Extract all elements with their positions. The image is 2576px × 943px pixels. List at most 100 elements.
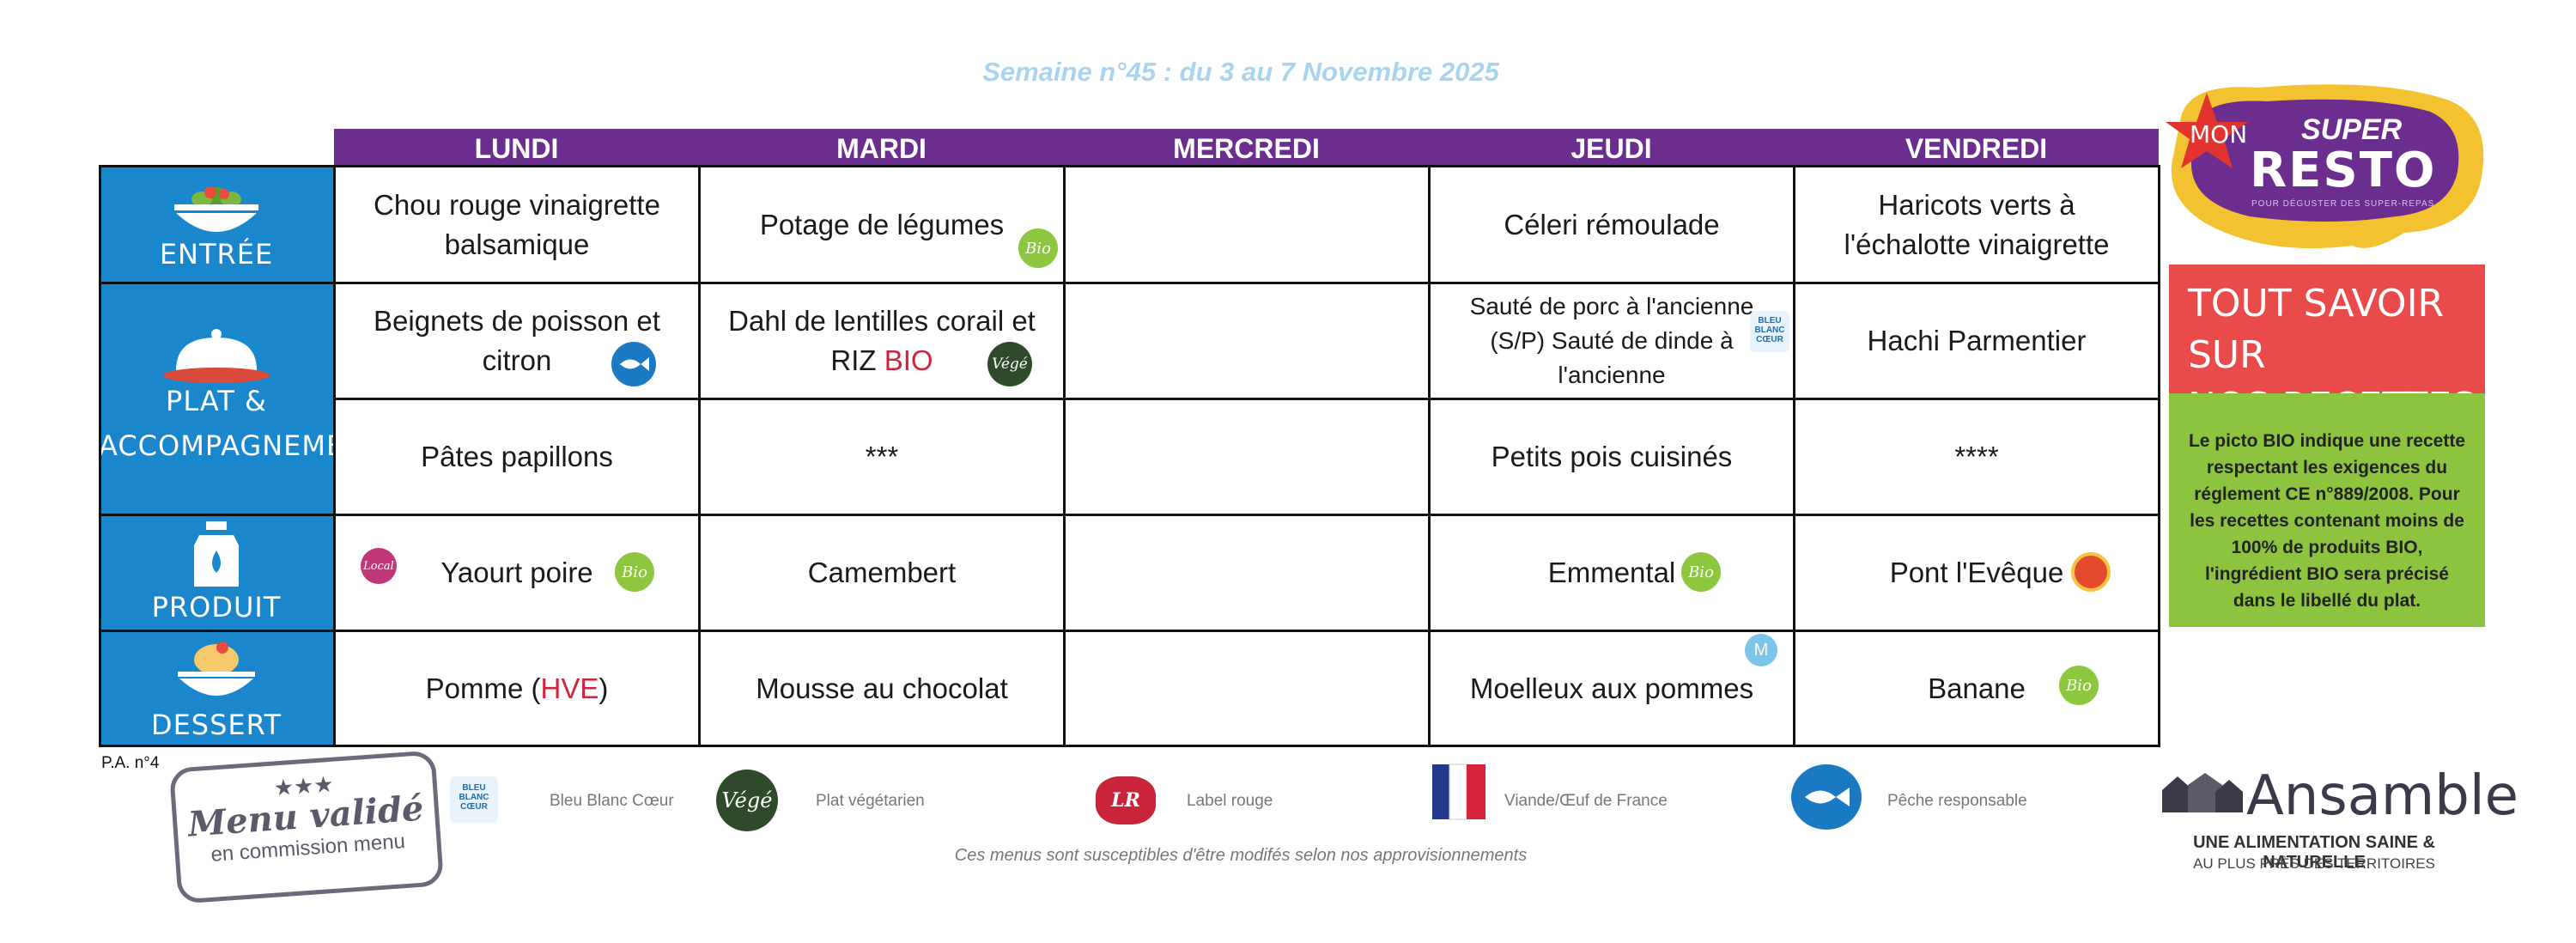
m-badge-icon: M [1745, 634, 1777, 666]
dish-text: Chou rouge vinaigrette [374, 188, 660, 221]
category-label-entree: ENTRÉE [159, 238, 274, 271]
dish-text-part: ) [598, 672, 609, 704]
aop-badge-icon [2071, 552, 2111, 592]
menu-cell-laitier-jeudi: Emmental [1431, 516, 1793, 630]
menu-cell-laitier-vendredi: Pont l'Evêque [1795, 516, 2158, 630]
menu-cell-dessert-mardi: Mousse au chocolat [701, 632, 1063, 745]
logo-mon: MON [2190, 120, 2248, 149]
menu-cell-dessert-vendredi: Banane [1795, 632, 2158, 745]
bio-badge-icon: Bio [615, 552, 654, 592]
menu-cell-accomp-mardi: *** [701, 400, 1063, 514]
pa-label: P.A. n°4 [101, 754, 160, 772]
dish-text: Mousse au chocolat [756, 672, 1008, 704]
legend-peche-responsable: Pêche responsable [1887, 792, 2027, 810]
france-map-icon [1432, 764, 1485, 820]
dish-text: Beignets de poisson et [374, 305, 660, 337]
dish-text: Pont l'Evêque [1889, 557, 2064, 588]
mon-super-resto-logo: MON SUPER RESTO POUR DÉGUSTER DES SUPER-… [2155, 82, 2490, 254]
vege-legend-icon: Végé [716, 770, 778, 831]
category-laitier: PRODUIT LAITIER [99, 514, 334, 658]
label-rouge-legend-icon: LR [1096, 776, 1156, 824]
dish-text: l'ancienne [1558, 362, 1666, 388]
dish-text: Céleri rémoulade [1504, 208, 1720, 240]
grid-line [1793, 165, 1795, 747]
menu-cell-dessert-jeudi: Moelleux aux pommes [1431, 632, 1793, 745]
legend-viande-oeuf-de-france: Viande/Œuf de France [1504, 792, 1668, 810]
dish-text: (S/P) Sauté de dinde à [1490, 327, 1734, 354]
legend-bleu-blanc-coeur: Bleu Blanc Cœur [550, 792, 674, 810]
bio-highlight: BIO [884, 344, 933, 376]
grid-line [99, 514, 2160, 516]
category-label-accompagnement: ACCOMPAGNEMENT [99, 429, 384, 462]
grid-line [698, 165, 701, 747]
milk-can-icon [194, 521, 239, 587]
cloche-icon [163, 329, 270, 383]
ansamble-tagline: UNE ALIMENTATION SAINE & NATURELLE [2193, 833, 2435, 872]
week-title: Semaine n°45 : du 3 au 7 Novembre 2025 [982, 57, 1499, 87]
dish-text: *** [865, 441, 899, 472]
dish-text: Hachi Parmentier [1867, 325, 2087, 356]
dish-text-part: RIZ [830, 344, 884, 376]
menu-cell-accomp-vendredi: **** [1795, 400, 2158, 514]
logo-super: SUPER [2301, 113, 2403, 146]
menu-cell-accomp-lundi: Pâtes papillons [336, 400, 698, 514]
dessert-bowl-icon [178, 642, 255, 696]
bio-badge-icon: Bio [2059, 666, 2099, 705]
dish-text-part: Pomme ( [425, 672, 541, 704]
bio-info-box: Le picto BIO indique une recette respect… [2169, 393, 2485, 627]
fish-icon [620, 357, 649, 371]
dish-text: citron [482, 344, 552, 376]
menu-cell-accomp-jeudi: Petits pois cuisinés [1431, 400, 1793, 514]
menu-cell-laitier-mardi: Camembert [701, 516, 1063, 630]
dish-text: l'échalotte vinaigrette [1844, 228, 2110, 260]
dish-text: Emmental [1547, 557, 1676, 588]
grid-line [1428, 165, 1431, 747]
grid-line [99, 282, 2160, 284]
category-dessert: DESSERT [99, 630, 334, 745]
ansamble-subtagline: AU PLUS PRÈS DES TERRITOIRES [2193, 855, 2435, 872]
bleu-blanc-coeur-badge-icon: BLEU BLANC CŒUR [1750, 311, 1789, 352]
dish-text: Yaourt poire [440, 557, 593, 588]
dish-text: Banane [1928, 672, 2026, 704]
legend-plat-vegetarien: Plat végétarien [816, 792, 925, 810]
menu-cell-entree-vendredi: Haricots verts à l'échalotte vinaigrette [1795, 167, 2158, 282]
dish-text: Moelleux aux pommes [1469, 672, 1754, 704]
menu-cell-entree-lundi: Chou rouge vinaigrette balsamique [336, 167, 698, 282]
dish-text: **** [1954, 441, 1999, 472]
ansamble-houses-icon [2162, 773, 2243, 812]
grid-line [2158, 165, 2160, 747]
ansamble-logo: Ansamble [2246, 764, 2519, 828]
fish-badge-icon [611, 342, 656, 386]
resto-logo-shape [2166, 84, 2484, 249]
logo-resto: RESTO [2250, 143, 2437, 198]
category-label-plat: PLAT & [166, 385, 267, 417]
dish-text: Pomme (HVE) [426, 669, 609, 709]
menu-cell-entree-mardi: Potage de légumes [701, 167, 1063, 282]
category-label-dessert: DESSERT [150, 709, 283, 741]
menu-cell-dessert-lundi: Pomme (HVE) [336, 632, 698, 745]
menu-cell-plat-lundi: Beignets de poisson et citron [336, 284, 698, 398]
dish-text: Potage de légumes [759, 208, 1005, 240]
menu-cell-laitier-lundi: Yaourt poire [336, 516, 698, 630]
grid-line [99, 745, 2160, 747]
day-header-lundi: LUNDI [334, 129, 699, 167]
bio-badge-icon: Bio [1681, 552, 1721, 592]
grid-line [334, 398, 2160, 400]
menu-cell-plat-jeudi: Sauté de porc à l'ancienne (S/P) Sauté d… [1431, 284, 1793, 398]
dish-text: Pâtes papillons [421, 441, 613, 472]
fish-icon [1805, 788, 1850, 806]
category-plat: PLAT & ACCOMPAGNEMENT [99, 283, 384, 514]
dish-text: balsamique [444, 228, 590, 260]
footer-note: Ces menus sont susceptibles d'être modif… [954, 846, 1528, 865]
grid-line [333, 165, 336, 747]
dish-text: Petits pois cuisinés [1491, 441, 1733, 472]
category-entree: ENTRÉE [99, 167, 334, 283]
day-header-jeudi: JEUDI [1429, 129, 1794, 167]
recipes-info-box[interactable]: TOUT SAVOIR SUR NOS RECETTES [2169, 265, 2485, 429]
dish-text: Camembert [807, 557, 957, 588]
grid-line [99, 165, 2160, 167]
menu-cell-entree-mercredi [1066, 167, 1428, 282]
menu-cell-laitier-mercredi [1066, 516, 1428, 630]
dish-text: Dahl de lentilles corail et [728, 305, 1036, 337]
peche-legend-icon [1791, 764, 1862, 830]
